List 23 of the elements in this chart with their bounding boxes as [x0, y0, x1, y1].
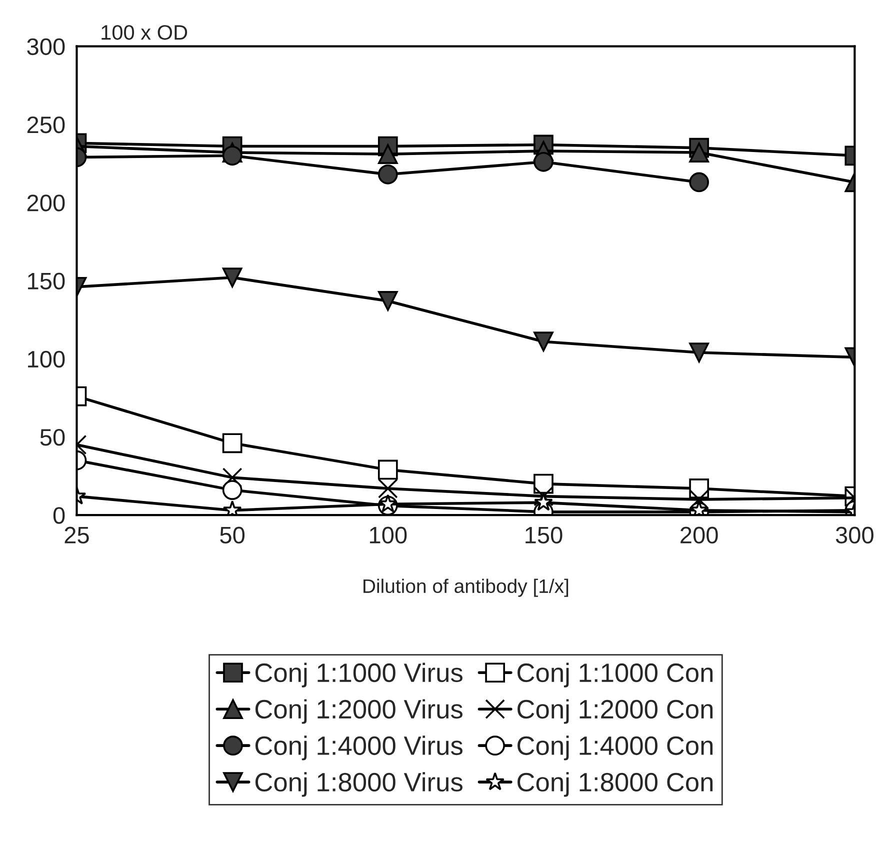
- legend-label: Conj 1:1000 Con: [518, 662, 713, 688]
- y-tick-label: 250: [27, 116, 65, 134]
- x-tick-label: 150: [526, 526, 562, 544]
- x-tick-label: 100: [370, 526, 407, 544]
- legend-label: Conj 1:8000 Virus: [255, 772, 462, 797]
- legend-label: Conj 1:1000 Virus: [255, 662, 462, 688]
- y-tick-label: 100: [28, 350, 65, 368]
- x-tick-label: 200: [680, 526, 718, 544]
- y-tick-label: 300: [27, 38, 65, 56]
- y-tick-label: 0: [53, 507, 65, 524]
- y-axis-title: 100 x OD: [102, 25, 188, 40]
- legend-label: Conj 1:4000 Con: [518, 736, 713, 760]
- y-tick-label: 50: [40, 428, 65, 446]
- x-axis-title: Dilution of antibody [1/x]: [364, 578, 568, 597]
- legend-label: Conj 1:2000 Virus: [255, 699, 462, 724]
- legend-label: Conj 1:4000 Virus: [255, 736, 462, 760]
- y-tick-label: 150: [28, 272, 65, 290]
- legend-label: Conj 1:2000 Con: [518, 699, 713, 724]
- x-tick-label: 300: [836, 526, 874, 544]
- legend-label: Conj 1:8000 Con: [518, 772, 713, 797]
- x-tick-label: 50: [220, 526, 245, 544]
- y-tick-label: 200: [27, 194, 65, 212]
- x-tick-label: 25: [64, 526, 89, 544]
